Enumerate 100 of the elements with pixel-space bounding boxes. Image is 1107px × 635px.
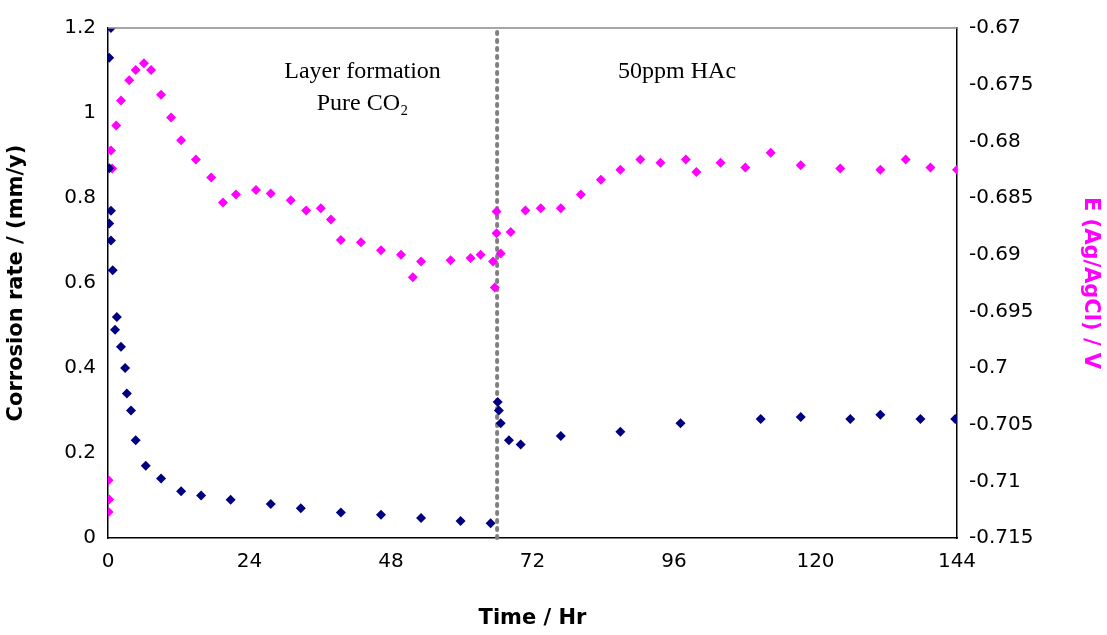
point (493, 405, 504, 416)
point (715, 157, 726, 168)
point (250, 185, 261, 196)
annotation: 50ppm HAc (618, 57, 737, 84)
point (115, 341, 126, 352)
point (795, 160, 806, 171)
x-tick-label: 96 (661, 548, 687, 573)
point (121, 388, 132, 399)
point (485, 518, 496, 529)
point (575, 189, 586, 200)
point (335, 234, 346, 245)
point (190, 154, 201, 165)
point (595, 174, 606, 185)
y2-tick-label: -0.68 (969, 127, 1021, 152)
y-tick-label: 0.2 (64, 439, 96, 464)
point (675, 418, 686, 429)
point (835, 163, 846, 174)
point (396, 249, 407, 260)
point (230, 189, 241, 200)
point (691, 166, 702, 177)
point (465, 253, 476, 264)
point (520, 205, 531, 216)
point (265, 499, 276, 509)
point (515, 439, 526, 450)
point (108, 265, 118, 276)
point (156, 473, 167, 484)
point (845, 414, 856, 424)
point (138, 58, 149, 69)
point (655, 157, 666, 168)
point (875, 164, 886, 175)
point (375, 245, 386, 256)
point (535, 203, 546, 214)
y2-tick-label: -0.7 (969, 354, 1009, 379)
point (355, 237, 366, 248)
point (140, 460, 151, 471)
point (495, 418, 506, 429)
x-tick-label: 72 (519, 548, 546, 573)
point (325, 214, 336, 225)
point (680, 154, 691, 165)
point (455, 516, 466, 526)
y2-tick-label: -0.67 (969, 14, 1021, 39)
point (488, 256, 498, 267)
point (265, 188, 276, 199)
point (491, 228, 502, 239)
y2-tick-label: -0.685 (969, 184, 1034, 209)
point (416, 513, 427, 524)
y2-tick-label: -0.675 (969, 70, 1034, 95)
y-tick-label: 0 (83, 524, 96, 549)
point (115, 95, 126, 106)
annotation: Pure CO₂ (316, 89, 409, 116)
point (146, 64, 157, 75)
point (491, 206, 502, 217)
point (375, 509, 386, 520)
point (295, 503, 306, 514)
point (206, 172, 217, 183)
point (176, 486, 187, 497)
y2-axis-title: E (Ag/AgCl) / V (1079, 196, 1104, 370)
point (166, 112, 177, 123)
x-tick-label: 0 (101, 548, 115, 573)
y-tick-label: 0.4 (64, 354, 96, 379)
point (445, 255, 456, 266)
y-tick-label: 0.8 (64, 184, 96, 209)
x-tick-label: 120 (796, 548, 835, 573)
y2-tick-label: -0.71 (969, 467, 1021, 492)
annotation: Layer formation (284, 57, 441, 84)
point (615, 164, 626, 175)
y-tick-label: 1 (83, 99, 96, 124)
point (492, 397, 503, 407)
point (740, 162, 751, 173)
point (335, 507, 346, 518)
y-tick-label: 1.2 (64, 14, 96, 39)
point (130, 435, 141, 446)
point (475, 249, 486, 260)
y2-tick-label: -0.69 (969, 240, 1021, 265)
y-axis-title: Corrosion rate / (mm/y) (3, 144, 28, 422)
point (755, 414, 766, 424)
point (505, 227, 516, 237)
point (555, 203, 566, 214)
point (125, 405, 136, 416)
y2-tick-label: -0.695 (969, 297, 1034, 322)
point (111, 120, 122, 131)
point (503, 435, 514, 446)
y2-tick-label: -0.715 (969, 524, 1034, 549)
point (495, 248, 506, 259)
point (111, 312, 122, 322)
x-tick-label: 144 (937, 548, 977, 573)
point (301, 205, 312, 216)
point (130, 64, 141, 75)
point (110, 324, 121, 335)
point (196, 490, 207, 501)
point (407, 272, 418, 283)
point (120, 363, 131, 373)
point (225, 494, 236, 505)
point (795, 411, 806, 422)
point (900, 154, 911, 165)
point (176, 135, 187, 146)
y-tick-label: 0.6 (64, 269, 96, 294)
point (555, 431, 566, 441)
point (124, 75, 135, 86)
point (765, 147, 776, 158)
